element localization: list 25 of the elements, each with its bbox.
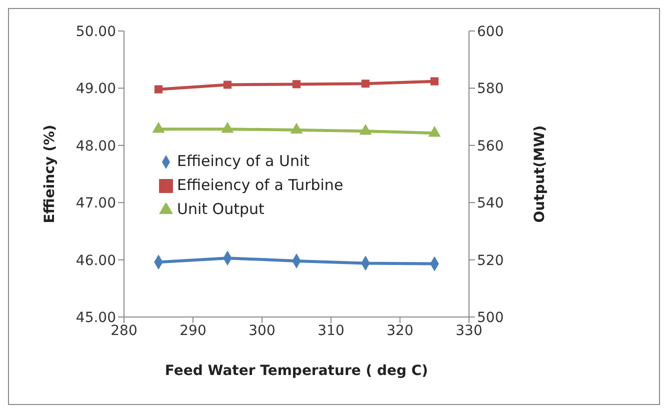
y-tick-label: 48.00 (76, 138, 116, 154)
x-tick-label: 300 (248, 322, 276, 339)
point (154, 85, 163, 94)
y2-tick-label: 580 (477, 81, 504, 98)
legend-label: Effieiency of a Turbine (177, 176, 344, 194)
point (430, 77, 439, 86)
y-tick-label: 49.00 (76, 81, 116, 98)
x-tick-label: 310 (318, 322, 344, 339)
y-tick-label: 47.00 (76, 196, 116, 212)
y2-tick-label: 560 (477, 138, 504, 154)
x-axis-title: Feed Water Temperature ( deg C) (164, 363, 428, 379)
x-tick-label: 320 (386, 322, 414, 339)
y2-tick-label: 520 (477, 252, 504, 269)
y-tick-label: 50.00 (76, 24, 116, 40)
y-tick-label: 46.00 (76, 252, 116, 269)
y-axis-title: Effieincy (%) (42, 124, 58, 224)
y2-tick-label: 540 (477, 196, 504, 212)
x-tick-label: 290 (180, 322, 206, 339)
legend-label: Unit Output (177, 200, 264, 218)
point (361, 80, 370, 88)
y2-tick-label: 600 (477, 24, 504, 40)
y2-axis-title: Output(MW) (532, 125, 548, 223)
point (223, 80, 232, 89)
legend-label: Effieincy of a Unit (177, 152, 310, 170)
point (292, 80, 301, 88)
